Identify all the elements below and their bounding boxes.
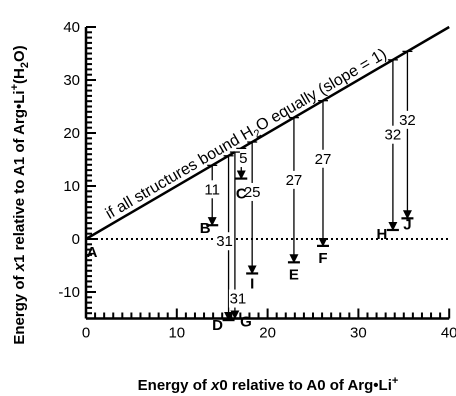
chart-text: 0 10 20 30 40 -10 0 10 20 30 40 Energy of x0 relati… <box>9 19 456 394</box>
arrow-label-bg <box>228 289 247 308</box>
y-tick-label: 0 <box>72 231 80 248</box>
data-marks <box>203 50 417 322</box>
x-tick-label: 20 <box>259 325 276 342</box>
point-label: I <box>250 275 254 292</box>
point-label: C <box>236 186 247 203</box>
point-label: A <box>87 244 98 261</box>
arrow-label: 5 <box>239 150 247 167</box>
slope-one-line <box>85 25 450 241</box>
x-axis-title: Energy of x0 relative to A0 of Arg•Li+ <box>138 375 399 394</box>
point-label: D <box>212 317 223 334</box>
arrow-label: 31 <box>216 233 233 250</box>
x-tick-label: 10 <box>168 325 185 342</box>
arrow-label-bg <box>243 182 262 201</box>
point-label: F <box>318 250 327 267</box>
arrow-label-bg <box>215 232 234 251</box>
arrow-label-bg <box>284 170 303 189</box>
point-label: G <box>240 314 252 331</box>
arrow-label: 32 <box>385 127 402 144</box>
axes <box>84 26 451 320</box>
x-tick-label: 40 <box>441 325 456 342</box>
y-tick-label: 20 <box>63 125 80 142</box>
arrow-label: 27 <box>286 172 303 189</box>
point-label: E <box>289 266 299 283</box>
arrow-label-bg <box>203 180 222 199</box>
point-label: B <box>200 220 211 237</box>
x-tick-label: 30 <box>350 325 367 342</box>
y-tick-label: -10 <box>58 284 80 301</box>
reference-lines <box>85 25 450 241</box>
arrow-label: 11 <box>204 181 220 198</box>
arrow-label-bg <box>313 149 332 168</box>
y-tick-label: 30 <box>63 72 80 89</box>
x-tick-label: 0 <box>82 325 90 342</box>
arrow-label: 27 <box>315 151 332 168</box>
point-label: H <box>376 226 387 243</box>
arrow-label: 25 <box>244 184 261 201</box>
arrow-label: 31 <box>230 291 247 308</box>
y-tick-label: 10 <box>63 178 80 195</box>
point-label: J <box>403 216 411 233</box>
arrow-label-bg <box>398 110 417 129</box>
y-axis-title: Energy of x1 relative to A1 of Arg•Li+(H… <box>9 45 31 344</box>
arrow-label: 32 <box>399 112 416 129</box>
y-tick-label: 40 <box>63 19 80 36</box>
arrow-label-bg <box>234 149 253 168</box>
arrow-label-bg <box>383 125 402 144</box>
